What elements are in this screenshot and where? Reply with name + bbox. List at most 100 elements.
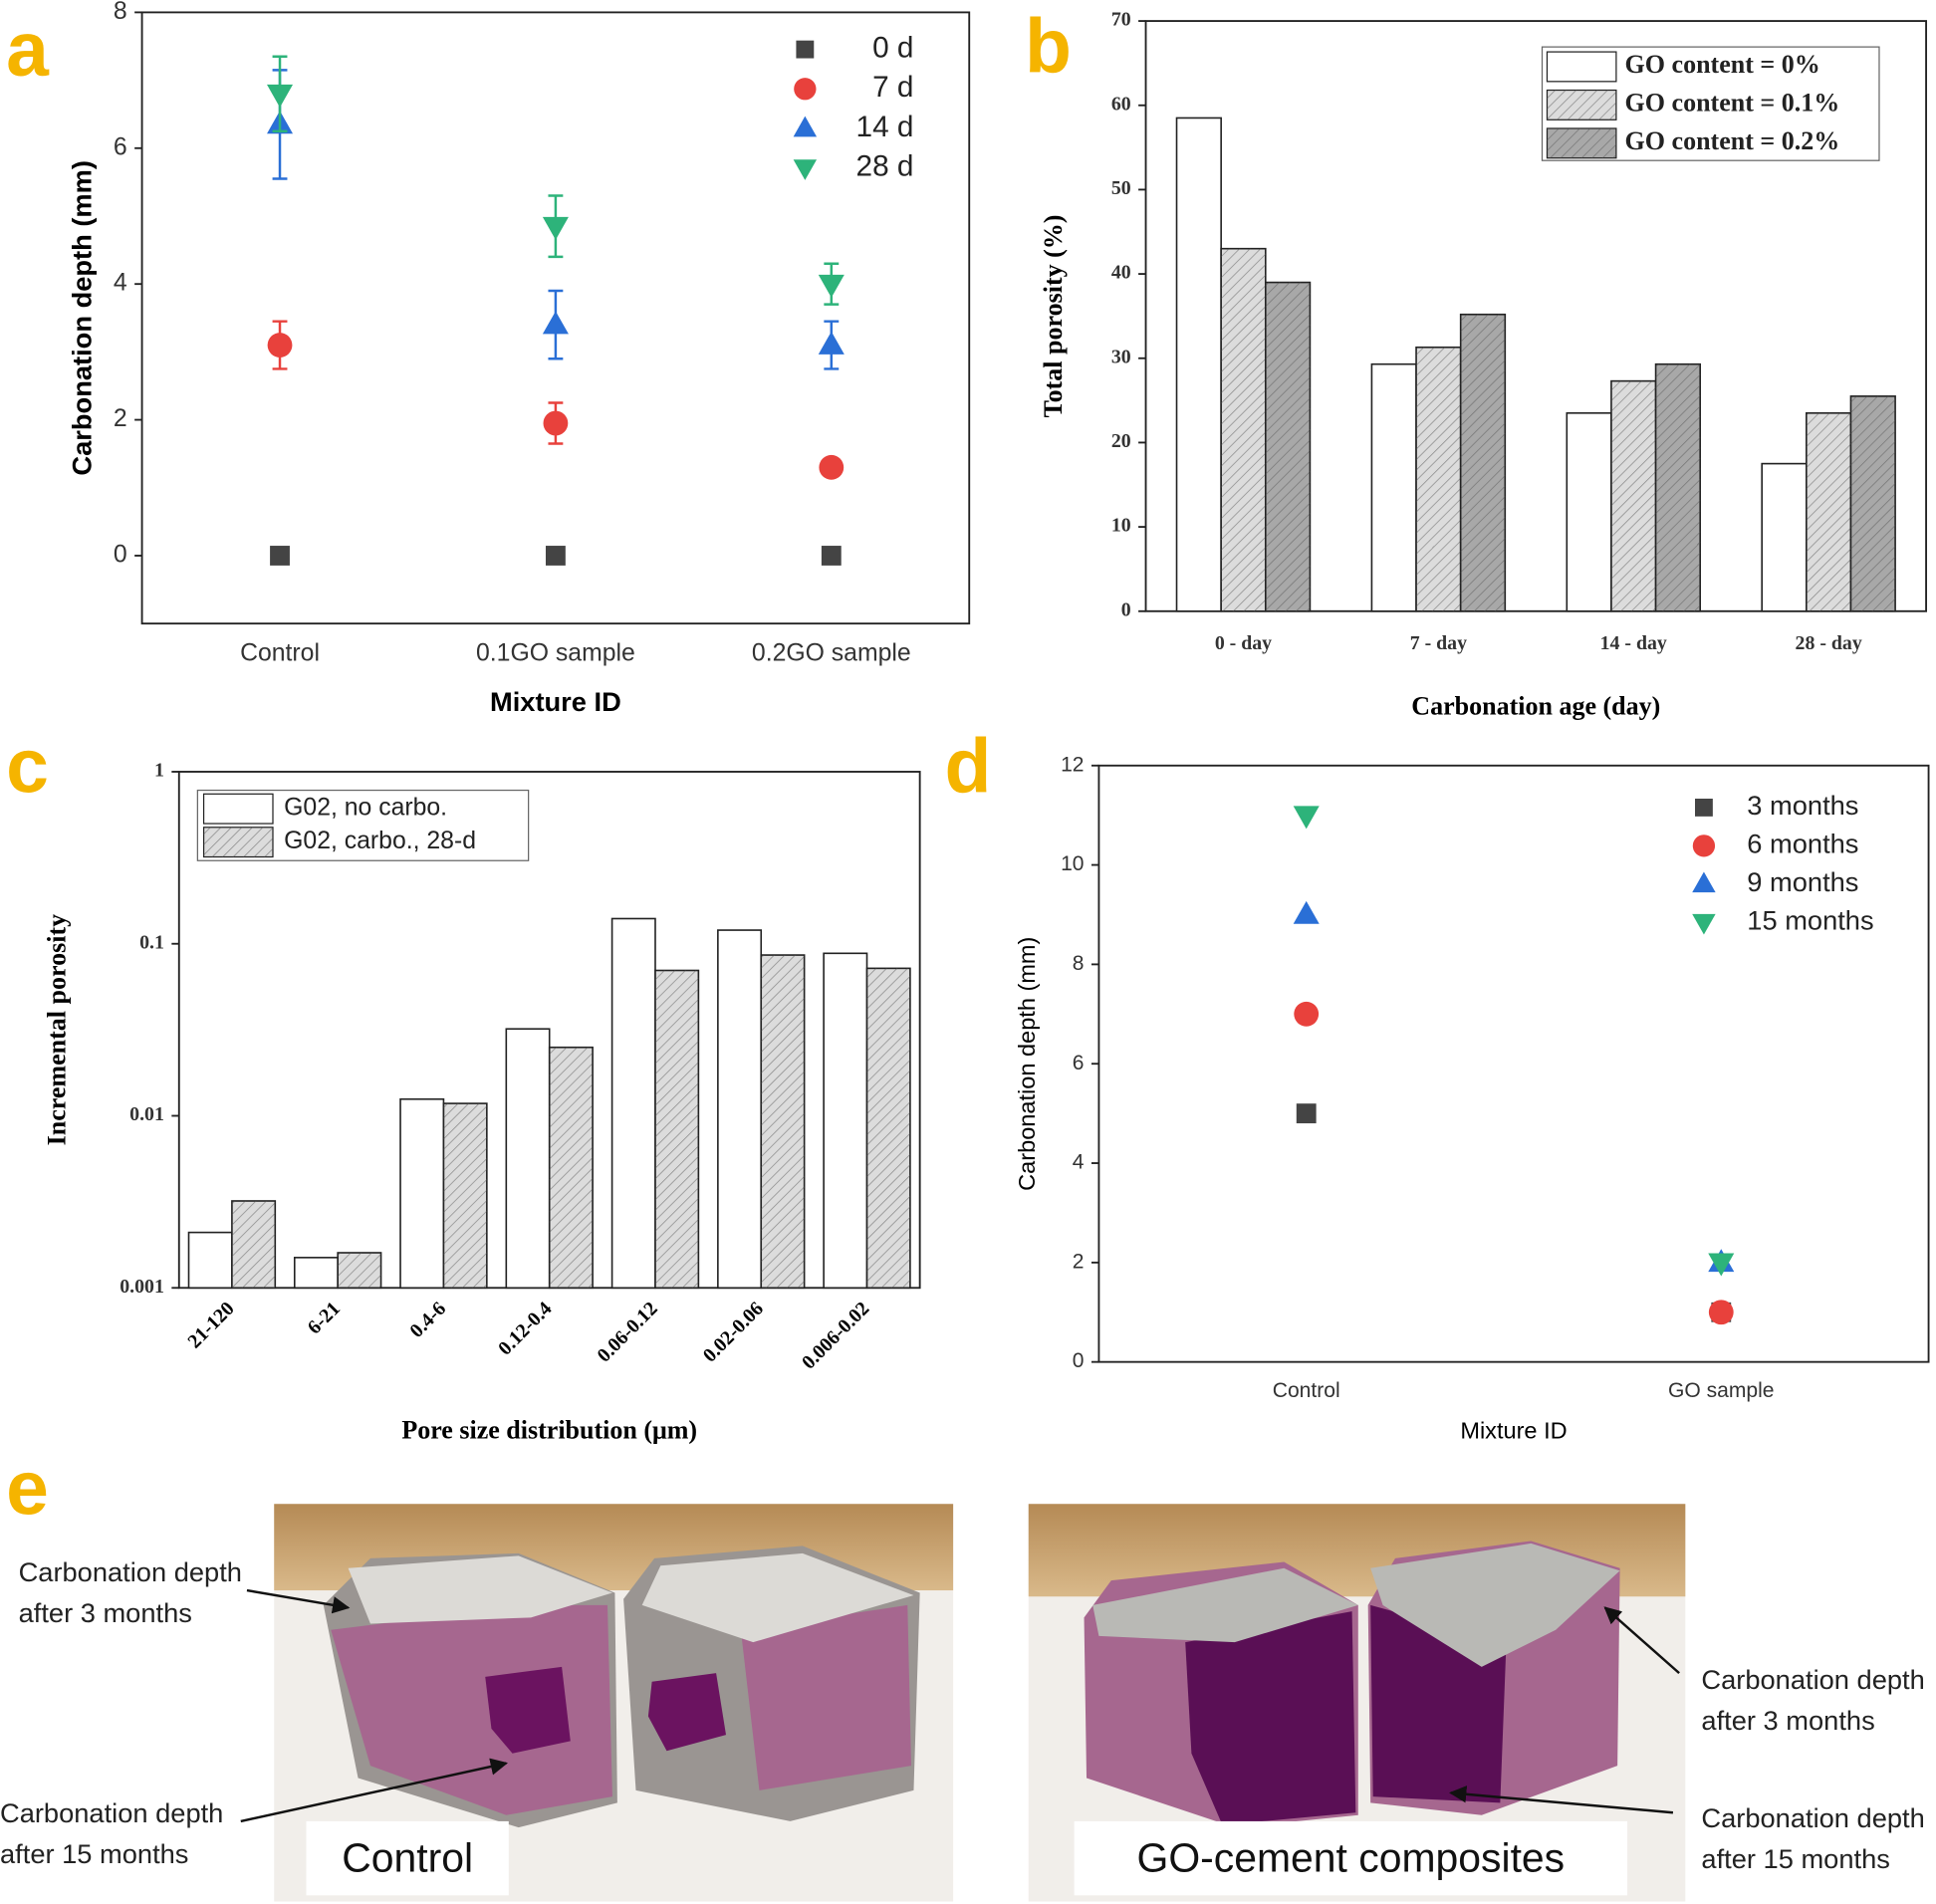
y-tick-label: 4	[114, 270, 127, 297]
x-axis-label: Carbonation age (day)	[1411, 692, 1660, 721]
bar	[717, 929, 763, 1290]
arrows	[240, 1588, 1680, 1823]
x-tick-label: 0 - day	[1215, 632, 1272, 654]
legend-swatch	[202, 793, 274, 825]
y-axis-label: Incremental porosity	[42, 914, 71, 1145]
bar	[1761, 462, 1808, 612]
annotation: Carbonation depth	[1701, 1664, 1924, 1695]
legend-marker	[1694, 798, 1713, 817]
bar-hatch	[1655, 363, 1701, 611]
x-tick-label: Control	[1273, 1379, 1340, 1402]
bar-hatch	[866, 968, 910, 1289]
annotation: Carbonation depth	[1701, 1802, 1924, 1833]
annotation: after 3 months	[1701, 1705, 1874, 1736]
y-tick-label: 10	[1111, 515, 1131, 537]
legend-marker	[1692, 834, 1716, 857]
photo-texts: e Control Carbonation depth after 3 months C…	[0, 1446, 1925, 1881]
chart-panel: c 0.001 0.01 0.1 1 21-120 6-21 0.4-6 0.12-0.4 0.0…	[6, 723, 921, 1444]
point	[270, 546, 290, 566]
y-tick-label: 2	[1073, 1250, 1085, 1273]
bar	[293, 1257, 339, 1290]
y-tick-label: 6	[1073, 1052, 1085, 1074]
legend-label: 7 d	[872, 71, 913, 104]
bar	[610, 917, 656, 1290]
plot-frame	[1144, 20, 1928, 612]
bar-hatch	[1850, 395, 1896, 611]
chart-panel: a 0 2 4 6 8 Control 0.1GO sample 0.2GO sample Mix…	[6, 0, 971, 717]
legend-marker	[1692, 871, 1716, 893]
legend-swatch	[1546, 51, 1617, 83]
x-tick-label: 7 - day	[1410, 632, 1467, 654]
legend-label: 28 d	[856, 149, 914, 182]
point	[1708, 1300, 1734, 1325]
y-tick-label: 30	[1111, 346, 1131, 367]
y-tick-label: 0	[1121, 598, 1131, 620]
annotation: after 3 months	[19, 1597, 192, 1628]
y-tick-label: 0.01	[129, 1103, 164, 1125]
annotation: Carbonation depth	[0, 1797, 223, 1828]
x-tick-label: 21-120	[183, 1298, 238, 1352]
legend-marker	[1692, 913, 1716, 935]
point	[545, 546, 566, 566]
bar	[1566, 411, 1612, 612]
point	[1293, 900, 1320, 924]
y-tick-label: 0.1	[139, 931, 164, 953]
y-tick-label: 10	[1061, 852, 1084, 875]
point	[818, 274, 845, 298]
y-tick-label: 12	[1061, 753, 1084, 776]
bar	[823, 952, 868, 1290]
point	[542, 216, 569, 240]
bar	[1175, 117, 1222, 612]
x-tick-label: 6-21	[304, 1298, 345, 1338]
panel-letter: c	[6, 723, 49, 809]
legend-label: 3 months	[1747, 790, 1858, 821]
legend-label: GO content = 0.2%	[1625, 126, 1840, 155]
panel-letter: d	[944, 723, 991, 809]
chart-panel: d 0 2 4 6 8 10 12 Control GO sample Mixture ID Carb…	[944, 723, 1930, 1444]
point	[1294, 1001, 1320, 1027]
point	[267, 333, 293, 357]
panel-letter: b	[1025, 3, 1072, 89]
point	[267, 84, 294, 108]
photo-panel	[240, 1504, 1686, 1902]
point	[1293, 806, 1320, 830]
bar	[399, 1097, 445, 1290]
bar	[505, 1028, 551, 1290]
x-axis-label: Mixture ID	[1460, 1418, 1567, 1444]
chart-panel: b 0 10 20 30 40 50 60 70 0 - day 7 - day 14 - day 28…	[1025, 3, 1928, 721]
legend-label: G02, no carbo.	[284, 795, 447, 822]
bar-hatch	[443, 1103, 487, 1289]
legend-label: 0 d	[872, 31, 913, 64]
bar-hatch	[549, 1047, 594, 1289]
bar	[187, 1231, 233, 1290]
x-tick-label: 0.2GO sample	[752, 640, 911, 667]
y-tick-label: 50	[1111, 177, 1131, 199]
y-axis-label: Total porosity (%)	[1039, 215, 1068, 418]
annotation: after 15 months	[0, 1838, 188, 1869]
y-tick-label: 0	[114, 542, 127, 569]
caption-box	[1074, 1820, 1628, 1896]
legend-marker	[793, 159, 818, 180]
legend-label: 15 months	[1747, 904, 1873, 935]
point	[821, 546, 842, 566]
legend-swatch-hatch	[1547, 90, 1616, 120]
x-tick-label: 0.12-0.4	[494, 1298, 556, 1359]
legend-label: G02, carbo., 28-d	[284, 828, 476, 854]
legend-label: 6 months	[1747, 829, 1858, 859]
x-tick-label: 0.06-0.12	[593, 1298, 661, 1366]
bar-hatch	[338, 1253, 381, 1289]
x-axis-label: Mixture ID	[490, 686, 621, 717]
y-tick-label: 20	[1111, 430, 1131, 452]
x-axis-label: Pore size distribution (μm)	[401, 1415, 697, 1444]
y-tick-label: 8	[114, 0, 127, 25]
y-tick-label: 6	[114, 133, 127, 160]
y-axis-label: Carbonation depth (mm)	[67, 160, 98, 476]
y-tick-label: 0.001	[120, 1276, 164, 1298]
plot-frame	[140, 11, 971, 625]
x-tick-label: 28 - day	[1796, 632, 1862, 654]
x-tick-label: 0.006-0.02	[798, 1298, 873, 1373]
y-tick-label: 2	[114, 405, 127, 432]
bar-hatch	[1806, 412, 1851, 611]
photo-control	[274, 1504, 954, 1902]
bar-hatch	[1610, 380, 1656, 611]
